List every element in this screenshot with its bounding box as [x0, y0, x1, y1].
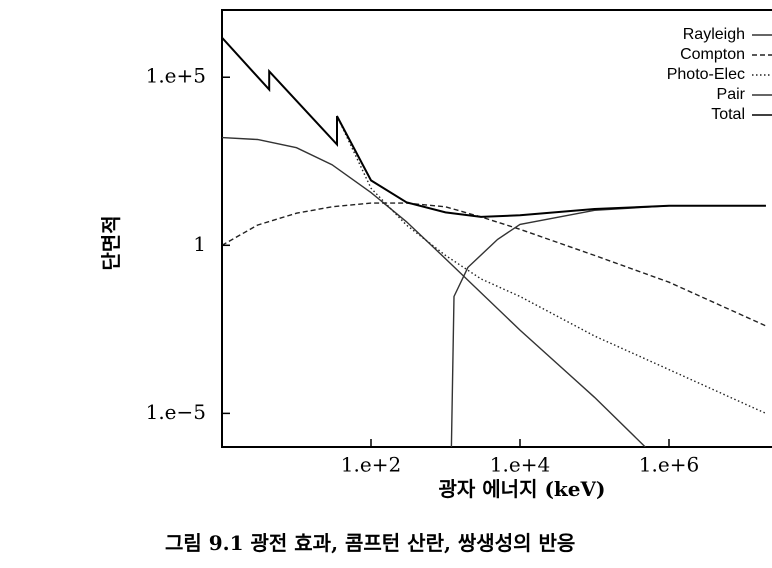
x-tick-label: 1.e+2 [341, 453, 401, 477]
x-tick-label: 1.e+6 [639, 453, 699, 477]
plot-area [222, 37, 767, 447]
series-line [222, 37, 767, 415]
y-axis-label: 단면적 [99, 215, 123, 270]
y-tick-label: 1.e+5 [146, 64, 206, 88]
series-line [222, 37, 766, 218]
y-tick-label: 1.e−5 [146, 400, 206, 424]
y-tick-label: 1 [193, 232, 206, 256]
legend-label: Photo-Elec [667, 66, 745, 83]
caption: 그림 9.1 광전 효과, 콤프턴 산란, 쌍생성의 반응 [165, 531, 575, 555]
series-line [222, 136, 646, 447]
x-axis-label: 광자 에너지 (keV) [439, 477, 606, 501]
legend-label: Rayleigh [683, 26, 745, 43]
legend-label: Pair [717, 86, 746, 103]
legend-label: Compton [680, 46, 745, 63]
series-line [222, 202, 767, 327]
legend-label: Total [711, 106, 745, 123]
x-tick-label: 1.e+4 [490, 453, 550, 477]
